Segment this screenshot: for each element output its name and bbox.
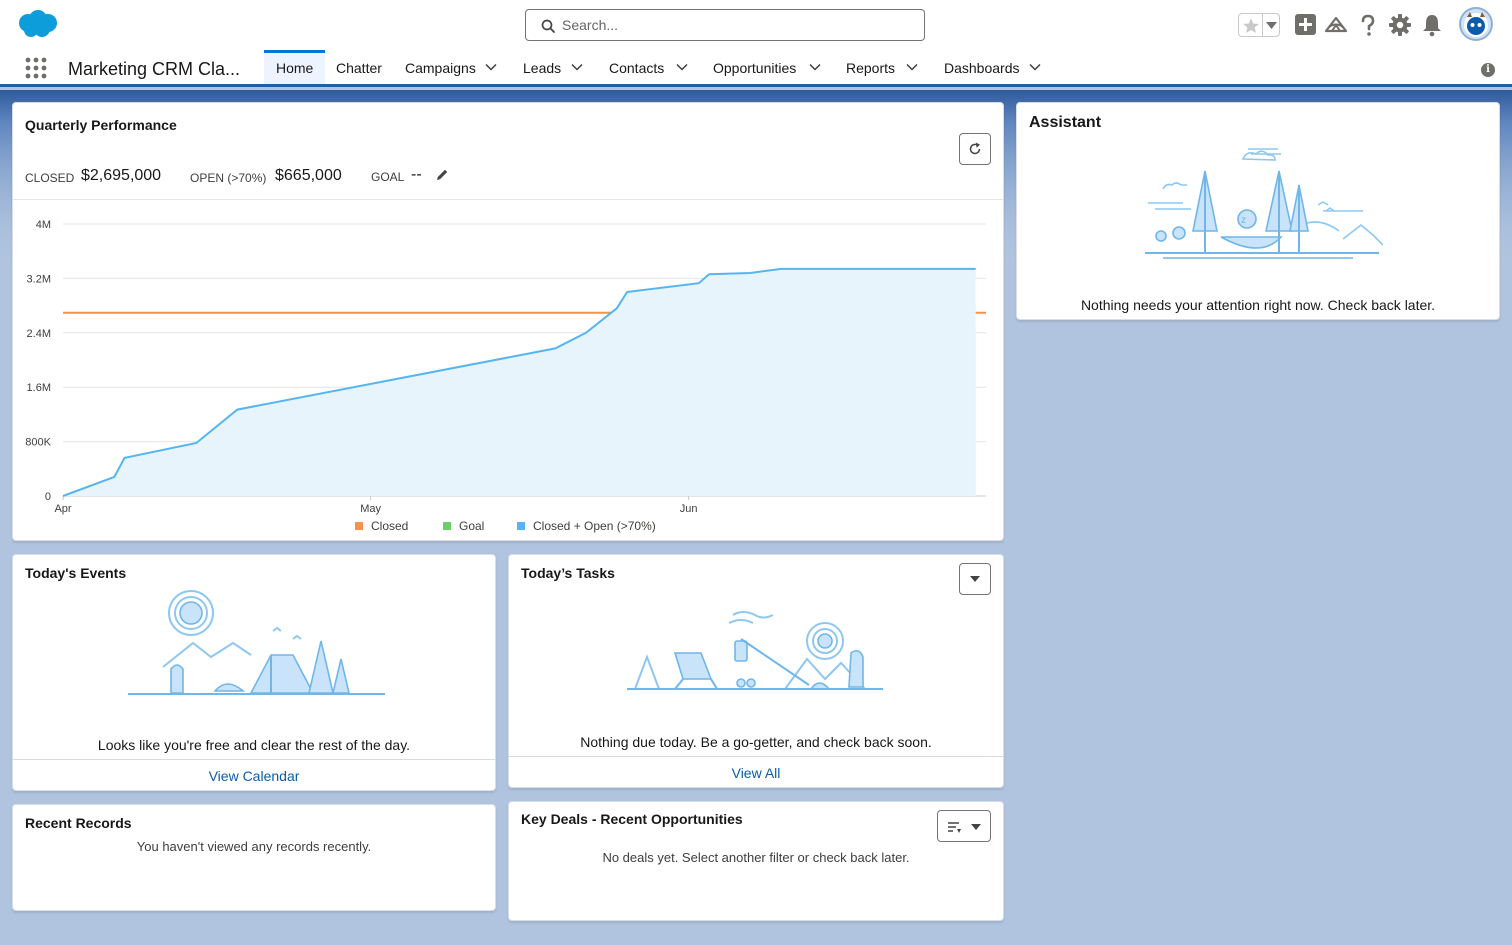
- chevron-down-icon: [970, 576, 980, 582]
- recent-records-title: Recent Records: [25, 815, 132, 831]
- series-line-closed-open-70: [62, 267, 976, 497]
- y-tick-label: 2.4M: [27, 328, 51, 340]
- tab-dashboards[interactable]: Dashboards: [944, 60, 1020, 76]
- dashboards-chevron-down-icon[interactable]: [1029, 63, 1041, 71]
- app-launcher-waffle-icon[interactable]: [25, 57, 47, 79]
- open-value: $665,000: [275, 167, 342, 184]
- quarterly-performance-chart: 0 800K 1.6M 2.4M 3.2M 4M Apr May Jun Closed Goal…: [25, 219, 986, 533]
- y-tick-label: 800K: [25, 437, 51, 449]
- tab-campaigns[interactable]: Campaigns: [405, 60, 476, 76]
- key-deals-title: Key Deals - Recent Opportunities: [521, 811, 743, 827]
- tab-opportunities[interactable]: Opportunities: [713, 60, 797, 76]
- tasks-filter-dropdown-button[interactable]: [959, 563, 991, 595]
- y-tick-label: 1.6M: [27, 382, 51, 394]
- chart-divider: [13, 199, 1003, 200]
- tab-home[interactable]: Home: [264, 50, 326, 84]
- legend-swatch-closed: [355, 522, 363, 530]
- favorites-dropdown-icon[interactable]: [1266, 22, 1277, 29]
- legend-swatch-goal: [443, 522, 451, 530]
- global-add-icon[interactable]: [1294, 13, 1318, 37]
- chart-x-axis: Apr May Jun: [54, 496, 697, 515]
- y-tick-label: 0: [45, 491, 51, 503]
- favorites-button[interactable]: [1238, 13, 1280, 37]
- chart-series: [62, 267, 986, 497]
- todays-events-title: Today's Events: [25, 565, 127, 581]
- help-icon[interactable]: [1356, 13, 1380, 37]
- todays-tasks-card: Today’s Tasks Nothing due today. Be a go…: [508, 554, 1004, 788]
- trailhead-icon[interactable]: [1324, 13, 1348, 37]
- refresh-icon: [969, 142, 981, 155]
- open-label: OPEN (>70%): [190, 171, 267, 185]
- chart-y-axis: 0 800K 1.6M 2.4M 3.2M 4M: [25, 219, 51, 503]
- tab-leads[interactable]: Leads: [523, 60, 562, 76]
- y-tick-label: 3.2M: [27, 273, 51, 285]
- view-all-tasks-link[interactable]: View All: [509, 756, 1003, 787]
- tab-reports[interactable]: Reports: [846, 60, 896, 76]
- assistant-card: Assistant z Nothin: [1016, 102, 1500, 320]
- goal-label: GOAL: [371, 170, 405, 184]
- series-area-closed-open-70: [63, 268, 976, 496]
- favorites-divider: [1262, 14, 1263, 36]
- todays-events-card: Today's Events Looks like you're free an…: [12, 554, 496, 791]
- tab-contacts[interactable]: Contacts: [609, 60, 665, 76]
- key-deals-card: Key Deals - Recent Opportunities No deal…: [508, 801, 1004, 921]
- x-tick-label: Jun: [680, 503, 698, 515]
- search-icon: [541, 19, 555, 33]
- closed-value: $2,695,000: [81, 167, 162, 184]
- quarterly-performance-title: Quarterly Performance: [25, 117, 177, 133]
- leads-chevron-down-icon[interactable]: [571, 63, 583, 71]
- recent-records-card: Recent Records You haven't viewed any re…: [12, 804, 496, 911]
- assistant-title: Assistant: [1029, 114, 1102, 131]
- edit-goal-pencil-icon[interactable]: [435, 168, 449, 182]
- global-header: [0, 0, 1512, 50]
- opportunities-chevron-down-icon[interactable]: [809, 63, 821, 71]
- refresh-button[interactable]: [959, 133, 991, 165]
- todays-tasks-title: Today’s Tasks: [521, 565, 615, 581]
- quarterly-performance-card: Quarterly Performance CLOSED $2,695,000 …: [12, 102, 1004, 541]
- legend-label-goal[interactable]: Goal: [459, 519, 484, 533]
- assistant-empty-message: Nothing needs your attention right now. …: [1080, 297, 1436, 313]
- sort-icon: [948, 822, 961, 833]
- beach-chair-illustration: [627, 611, 883, 690]
- campaigns-chevron-down-icon[interactable]: [485, 63, 497, 71]
- app-name: Marketing CRM Cla...: [68, 59, 241, 79]
- user-avatar[interactable]: [1459, 7, 1493, 41]
- salesforce-logo-icon[interactable]: [16, 9, 58, 39]
- astro-avatar-icon: [1464, 12, 1488, 37]
- recent-records-empty-message: You haven't viewed any records recently.: [136, 839, 372, 854]
- tab-chatter[interactable]: Chatter: [336, 60, 382, 76]
- chart-legend: Closed Goal Closed + Open (>70%): [355, 519, 656, 533]
- legend-swatch-closed-open-70: [517, 522, 525, 530]
- y-tick-label: 4M: [36, 219, 51, 231]
- app-navigation-bar: Marketing CRM Cla... Home Chatter Campai…: [0, 50, 1512, 87]
- favorites-star-icon[interactable]: [1242, 17, 1260, 35]
- info-icon[interactable]: i: [1481, 63, 1495, 77]
- global-search[interactable]: [525, 9, 925, 41]
- events-empty-message: Looks like you're free and clear the res…: [97, 737, 411, 753]
- closed-label: CLOSED: [25, 171, 75, 185]
- chevron-down-icon: [971, 824, 981, 830]
- camping-illustration: [128, 590, 385, 695]
- x-tick-label: Apr: [54, 503, 71, 515]
- reports-chevron-down-icon[interactable]: [906, 63, 918, 71]
- notifications-bell-icon[interactable]: [1420, 13, 1444, 37]
- deals-sort-dropdown-button[interactable]: [937, 810, 991, 842]
- goal-value: --: [411, 166, 422, 183]
- hammock-illustration: z: [1145, 148, 1383, 259]
- view-calendar-link[interactable]: View Calendar: [13, 759, 495, 790]
- svg-text:z: z: [1241, 215, 1246, 226]
- legend-label-closed-open-70[interactable]: Closed + Open (>70%): [533, 519, 656, 533]
- x-tick-label: May: [360, 503, 381, 515]
- key-deals-empty-message: No deals yet. Select another filter or c…: [602, 850, 910, 865]
- setup-gear-icon[interactable]: [1388, 13, 1412, 37]
- contacts-chevron-down-icon[interactable]: [676, 63, 688, 71]
- tasks-empty-message: Nothing due today. Be a go-getter, and c…: [580, 734, 932, 750]
- search-input[interactable]: [562, 10, 912, 40]
- legend-label-closed[interactable]: Closed: [371, 519, 408, 533]
